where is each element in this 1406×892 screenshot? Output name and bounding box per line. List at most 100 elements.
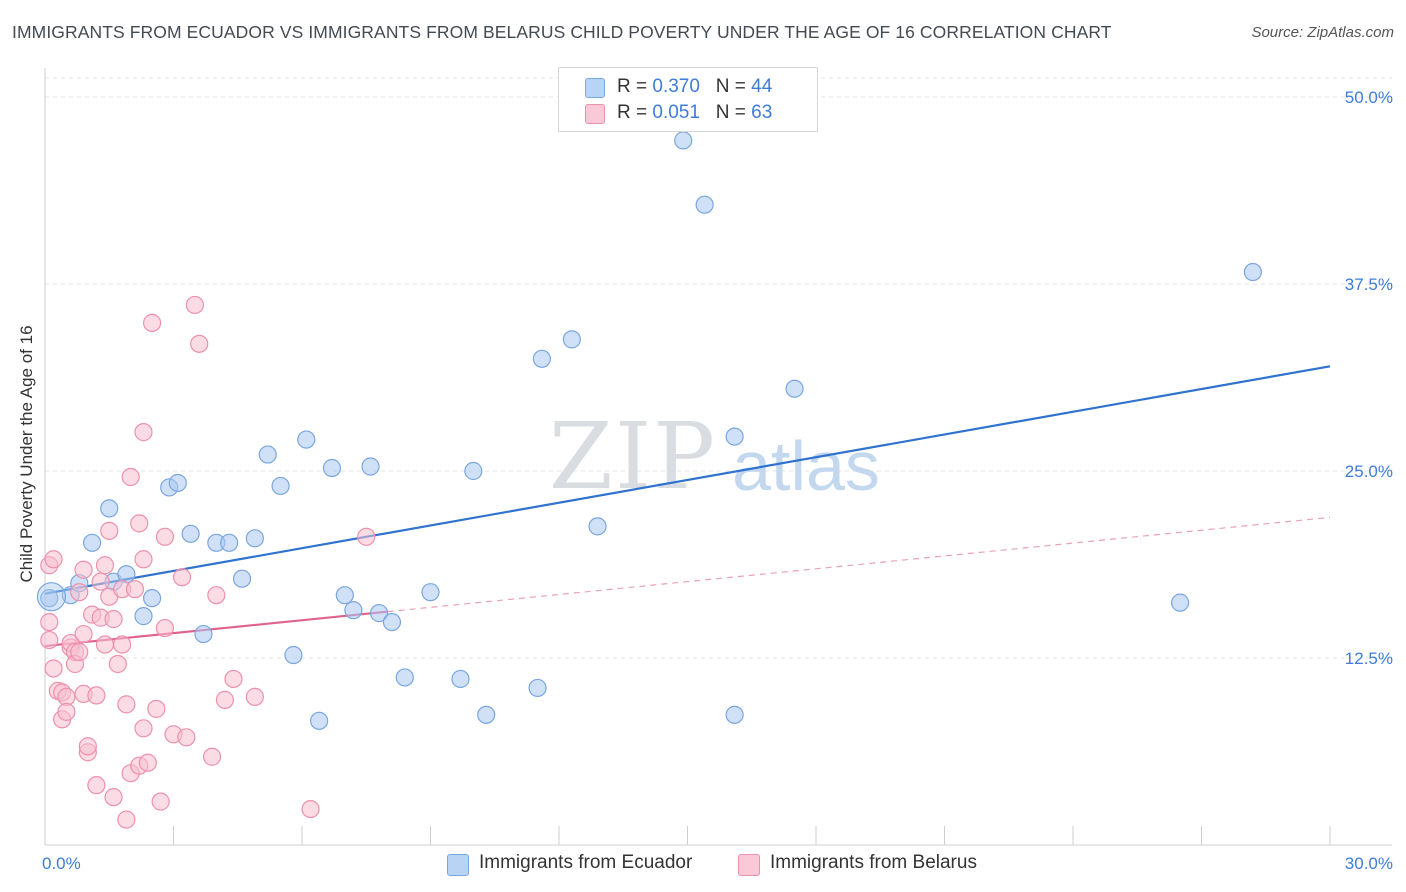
- legend-swatch-ecuador: [585, 78, 605, 98]
- axes: [44, 68, 1392, 846]
- point-belarus: [95, 635, 115, 654]
- point-belarus: [108, 654, 127, 674]
- point-belarus: [172, 568, 192, 587]
- point-belarus: [215, 690, 234, 709]
- point-ecuador: [532, 349, 551, 368]
- point-ecuador: [370, 604, 389, 623]
- legend-n-value-belarus: 63: [751, 102, 773, 123]
- point-ecuador: [284, 645, 303, 665]
- point-belarus: [134, 550, 153, 569]
- source-label: Source: ZipAtlas.com: [1251, 24, 1394, 41]
- gridlines: [45, 77, 1392, 659]
- point-belarus: [78, 737, 97, 756]
- points: [36, 131, 1263, 829]
- point-ecuador: [382, 612, 402, 632]
- point-ecuador: [100, 499, 119, 518]
- point-ecuador: [695, 195, 714, 214]
- point-ecuador: [220, 533, 239, 552]
- point-belarus: [104, 610, 123, 629]
- legend-n-label: N =: [715, 76, 752, 97]
- x-tick-label: 30.0%: [1345, 854, 1393, 873]
- point-ecuador: [335, 586, 354, 605]
- point-belarus: [202, 747, 222, 766]
- point-belarus: [138, 753, 157, 772]
- point-ecuador: [464, 461, 483, 481]
- series-label-ecuador: Immigrants from Ecuador: [479, 852, 693, 873]
- point-ecuador: [421, 583, 440, 602]
- point-belarus: [87, 686, 106, 705]
- point-ecuador: [562, 330, 581, 349]
- point-belarus: [117, 810, 136, 829]
- point-ecuador: [344, 601, 363, 620]
- point-ecuador: [232, 569, 252, 588]
- chart-title: IMMIGRANTS FROM ECUADOR VS IMMIGRANTS FR…: [12, 22, 1112, 42]
- point-belarus: [100, 521, 119, 540]
- point-ecuador: [134, 607, 153, 626]
- y-tick-label: 37.5%: [1345, 275, 1393, 294]
- point-ecuador: [117, 565, 136, 584]
- point-ecuador: [310, 711, 329, 730]
- legend-r-value-belarus: 0.051: [652, 102, 700, 123]
- point-belarus: [207, 586, 226, 605]
- point-belarus: [95, 556, 115, 575]
- series-label-belarus: Immigrants from Belarus: [770, 852, 977, 873]
- point-belarus: [70, 583, 89, 602]
- point-ecuador-large: [36, 582, 67, 612]
- point-ecuador: [168, 473, 187, 493]
- point-belarus: [301, 799, 320, 819]
- point-ecuador: [297, 430, 316, 449]
- point-belarus: [91, 572, 110, 591]
- legend-r-label: R =: [617, 102, 653, 123]
- point-belarus: [74, 560, 93, 579]
- point-belarus: [57, 702, 76, 721]
- point-ecuador: [271, 476, 290, 496]
- point-ecuador: [395, 668, 414, 687]
- point-ecuador: [83, 533, 102, 552]
- point-belarus: [40, 630, 59, 650]
- point-ecuador: [451, 669, 470, 689]
- point-belarus: [117, 695, 136, 714]
- legend-swatch-belarus: [585, 104, 605, 124]
- legend-n-label: N =: [715, 102, 752, 123]
- point-belarus: [112, 635, 132, 654]
- point-ecuador: [725, 705, 744, 724]
- watermark: ZIP atlas: [549, 403, 880, 510]
- point-belarus: [357, 527, 376, 546]
- point-ecuador: [528, 678, 547, 698]
- point-belarus: [74, 624, 93, 644]
- point-belarus: [151, 792, 170, 811]
- point-ecuador: [361, 457, 380, 476]
- watermark-zip: ZIP: [549, 403, 717, 510]
- point-belarus: [134, 719, 153, 738]
- point-ecuador: [674, 131, 693, 150]
- point-belarus: [121, 467, 140, 487]
- point-ecuador: [322, 458, 342, 478]
- point-belarus: [155, 527, 175, 546]
- point-ecuador: [588, 517, 607, 536]
- point-belarus: [44, 659, 63, 678]
- correlation-legend: R = 0.370 N = 44 R = 0.051 N = 63: [558, 67, 818, 132]
- point-belarus: [142, 313, 162, 332]
- point-ecuador: [40, 589, 59, 608]
- point-ecuador: [258, 445, 277, 464]
- point-belarus: [87, 776, 106, 795]
- trendline-belarus-extension: [387, 516, 1331, 613]
- point-belarus: [130, 514, 149, 533]
- tick-labels: 12.5% 25.0% 37.5% 50.0% 0.0% 30.0%: [42, 88, 1393, 873]
- point-belarus: [224, 669, 243, 689]
- legend-r-value-ecuador: 0.370: [652, 76, 700, 97]
- point-belarus: [125, 580, 145, 599]
- point-belarus: [190, 334, 209, 353]
- point-ecuador: [725, 427, 744, 446]
- point-belarus: [245, 687, 264, 706]
- point-belarus: [177, 728, 196, 747]
- y-tick-label: 25.0%: [1345, 462, 1393, 481]
- legend-n-value-ecuador: 44: [751, 76, 773, 97]
- point-belarus: [134, 423, 153, 442]
- point-ecuador: [1170, 593, 1190, 612]
- point-ecuador: [142, 589, 162, 608]
- y-axis-label: Child Poverty Under the Age of 16: [17, 325, 36, 583]
- point-ecuador: [1243, 262, 1263, 282]
- point-ecuador: [477, 705, 496, 724]
